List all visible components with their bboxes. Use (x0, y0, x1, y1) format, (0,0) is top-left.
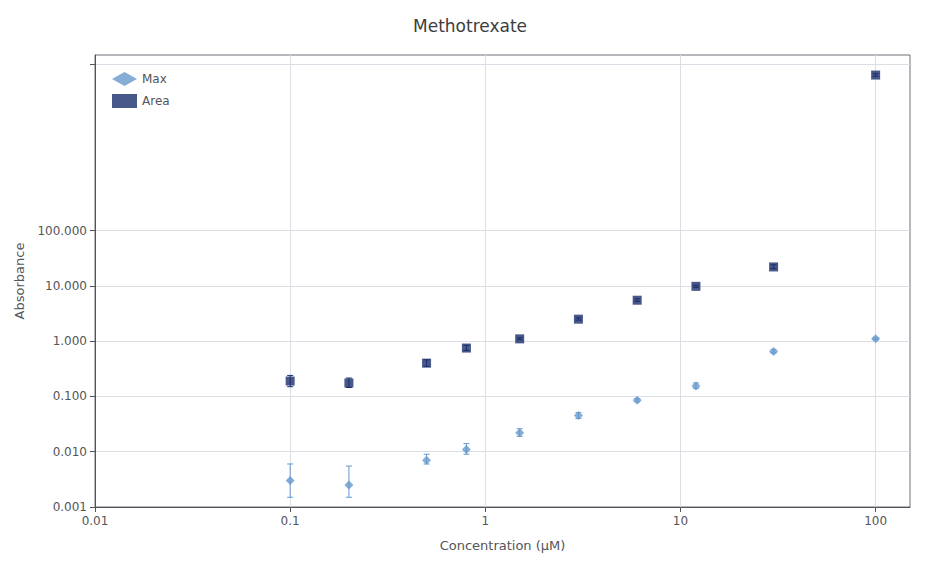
svg-text:Max: Max (142, 72, 167, 86)
svg-text:Area: Area (142, 94, 170, 108)
svg-text:10: 10 (673, 514, 688, 528)
svg-text:Absorbance: Absorbance (12, 243, 27, 320)
svg-text:0.01: 0.01 (82, 514, 109, 528)
svg-text:0.010: 0.010 (53, 445, 87, 459)
svg-text:1: 1 (481, 514, 489, 528)
svg-text:0.100: 0.100 (53, 389, 87, 403)
svg-text:100.000: 100.000 (37, 224, 87, 238)
svg-text:10.000: 10.000 (45, 279, 87, 293)
svg-text:0.1: 0.1 (281, 514, 300, 528)
svg-text:0.001: 0.001 (53, 500, 87, 514)
svg-text:Methotrexate: Methotrexate (413, 16, 527, 36)
svg-text:Concentration (μM): Concentration (μM) (440, 538, 566, 553)
svg-text:100: 100 (864, 514, 887, 528)
svg-text:1.000: 1.000 (53, 334, 87, 348)
